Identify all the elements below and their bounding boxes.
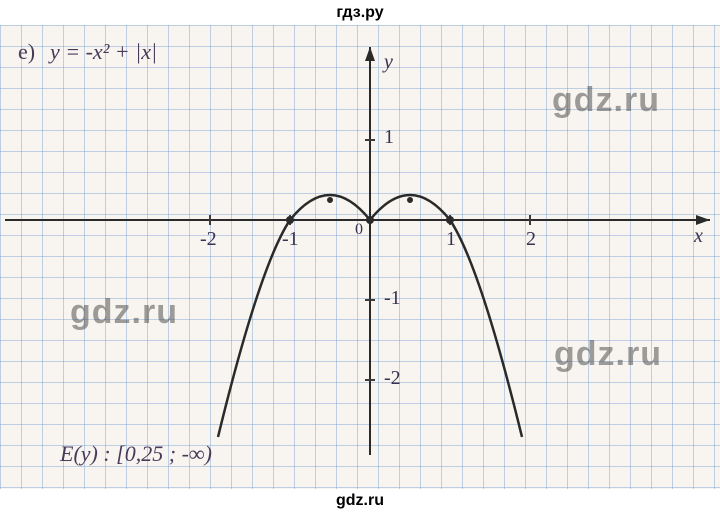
x-arrow [696, 215, 710, 225]
tick-y-neg1: -1 [384, 287, 401, 310]
tick-y-neg2: -2 [384, 367, 401, 390]
y-arrow [365, 47, 375, 61]
tick-y-1: 1 [384, 126, 394, 149]
graph-paper: e) y = -x² + |x| E(y) : [0,25 ; -∞) gdz.… [0, 25, 720, 489]
site-footer: gdz.ru [0, 492, 720, 510]
tick-x-neg1: -1 [282, 228, 299, 251]
chart-svg [0, 25, 720, 489]
tick-x-neg2: -2 [200, 228, 217, 251]
tick-x-2: 2 [526, 228, 536, 251]
site-header: гдз.ру [0, 4, 720, 22]
origin-label: 0 [355, 221, 363, 239]
x-axis-label: x [694, 225, 703, 248]
y-axis-label: y [384, 51, 393, 74]
tick-x-1: 1 [446, 228, 456, 251]
